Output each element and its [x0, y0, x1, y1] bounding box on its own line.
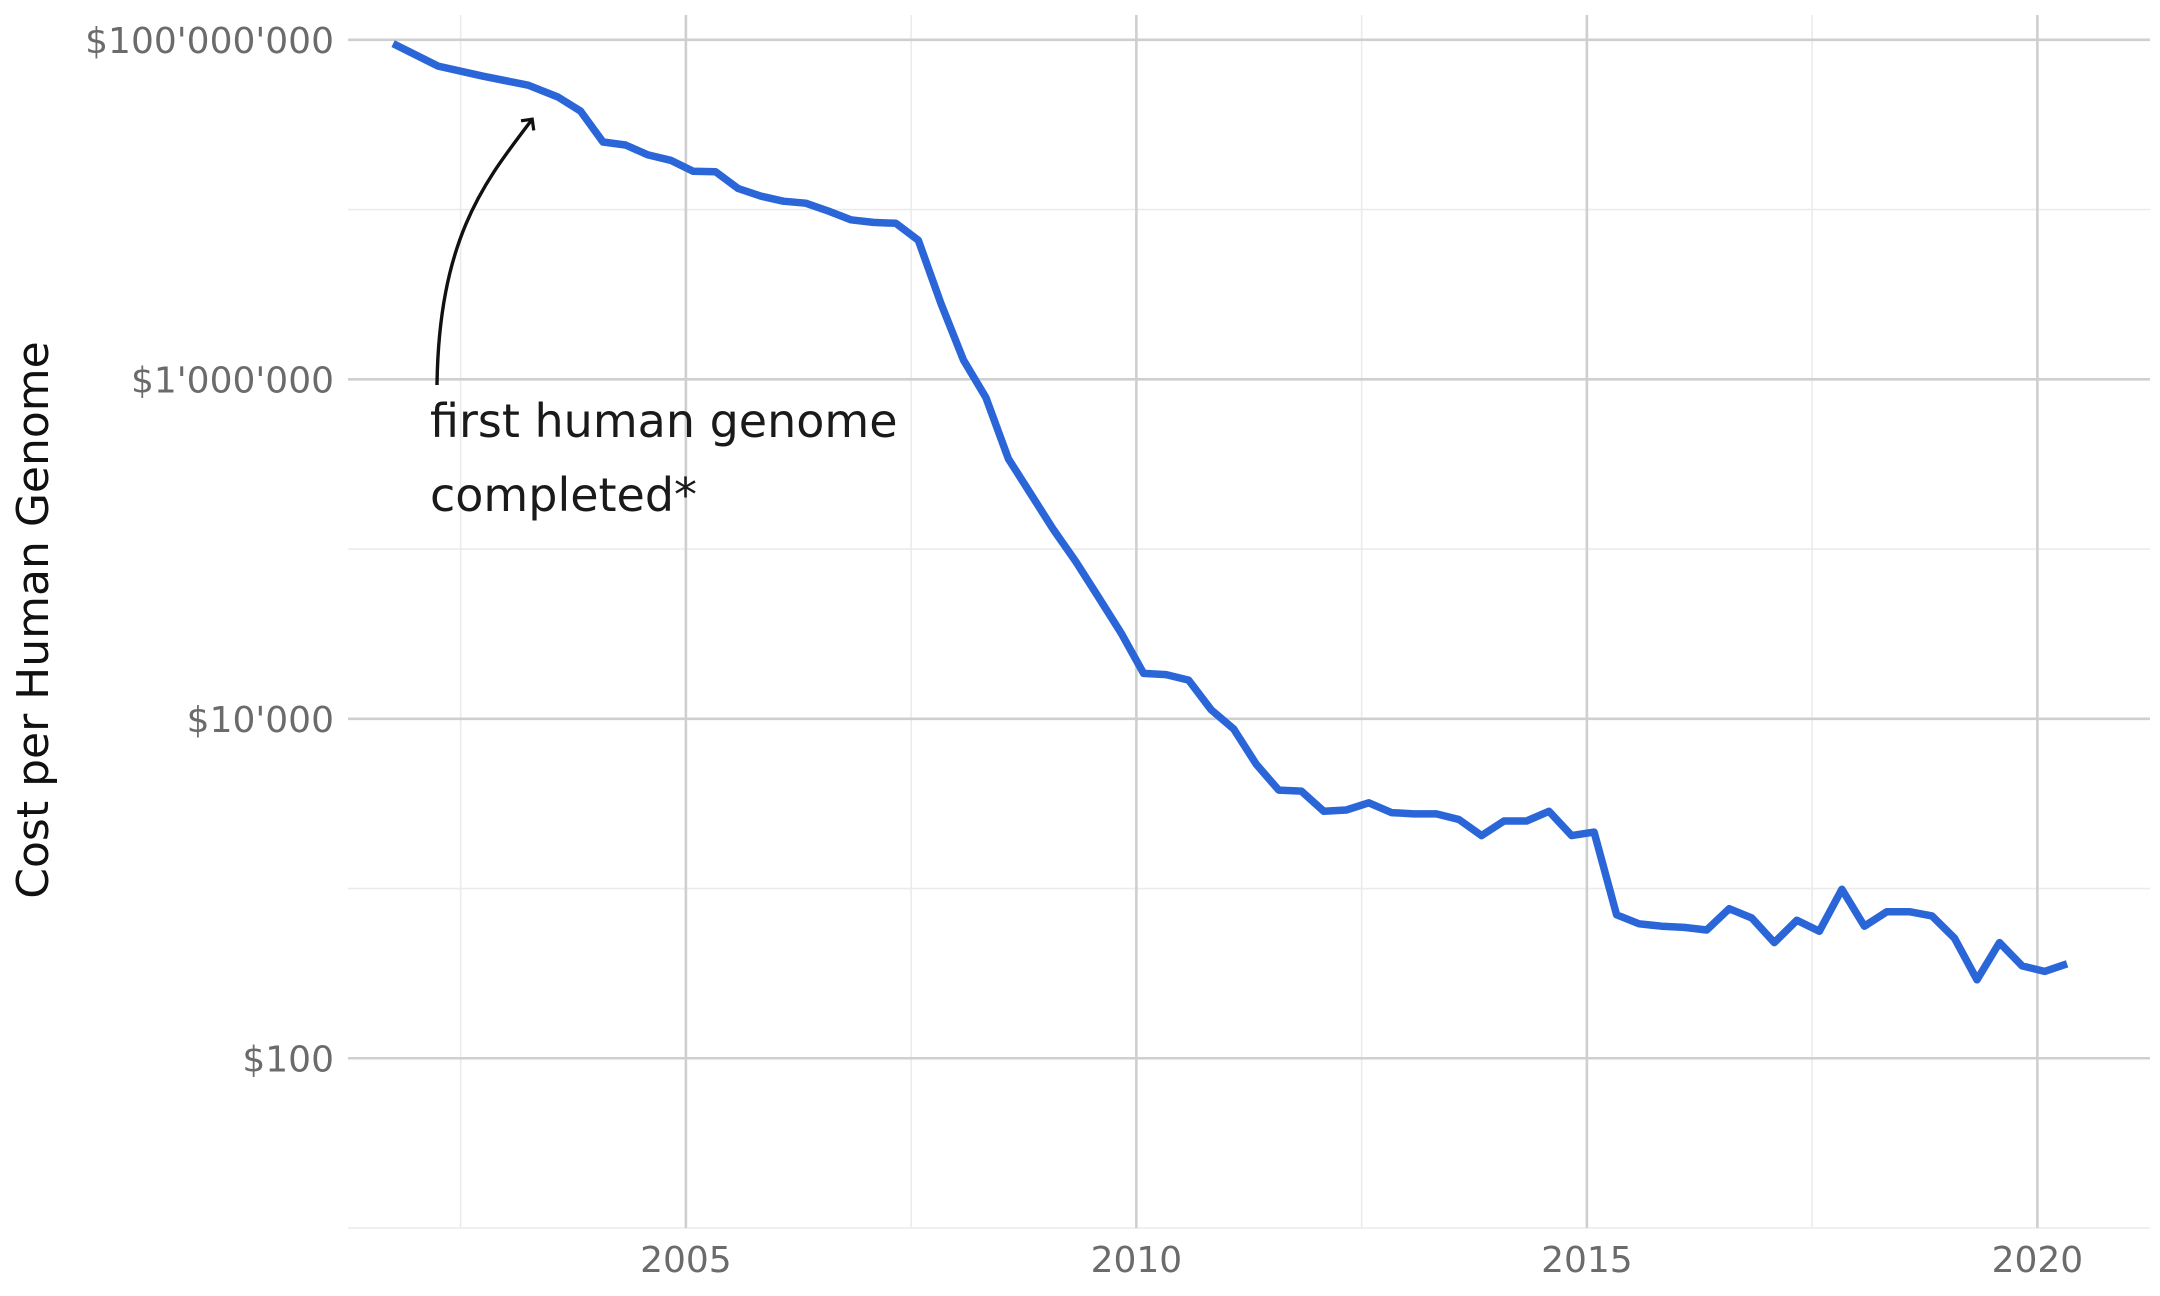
- y-tick-label: $100'000'000: [85, 21, 334, 62]
- annotation-arrow: [435, 117, 536, 386]
- x-tick-labels: 2005 2010 2015 2020: [640, 1240, 2083, 1281]
- x-tick-label: 2015: [1541, 1240, 1633, 1281]
- annotation-text-line: completed*: [430, 468, 697, 522]
- x-tick-label: 2010: [1091, 1240, 1183, 1281]
- series-layer: [391, 40, 2069, 984]
- series-line: [391, 40, 2069, 984]
- y-tick-label: $1'000'000: [131, 360, 334, 401]
- major-gridlines: [348, 15, 2150, 1228]
- y-tick-labels: $100 $10'000 $1'000'000 $100'000'000: [85, 21, 334, 1080]
- y-tick-label: $100: [242, 1039, 334, 1080]
- minor-gridlines: [348, 15, 2150, 1229]
- y-tick-label: $10'000: [187, 700, 334, 741]
- annotation-text-line: first human genome: [430, 394, 898, 448]
- x-tick-label: 2005: [640, 1240, 732, 1281]
- x-tick-label: 2020: [1992, 1240, 2084, 1281]
- annotation-layer: first human genome completed*: [430, 117, 898, 522]
- y-axis-title: Cost per Human Genome: [8, 341, 59, 898]
